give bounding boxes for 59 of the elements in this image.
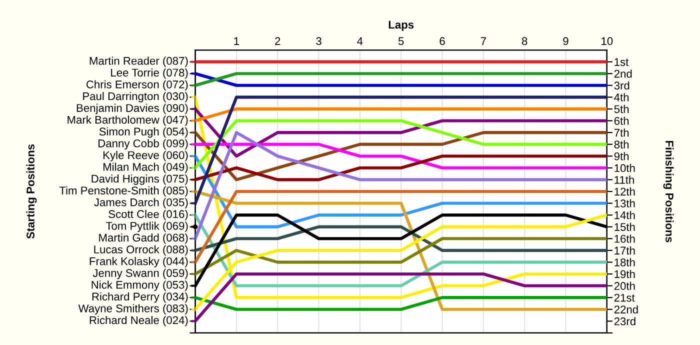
y2-tick-label: 9th [614, 152, 629, 160]
y2-tick-label: 11th [614, 176, 634, 184]
x-tick-label: 1 [234, 37, 240, 45]
y2-tick-label: 22nd [614, 305, 638, 314]
x-tick-label: 4 [357, 37, 363, 45]
y2-tick-label: 5th [614, 104, 629, 114]
y2-tick-label: 15th [614, 222, 635, 231]
y2-axis-title: Finishing Positions [663, 140, 674, 242]
legend-label: Kyle Reeve (060) [103, 150, 188, 162]
legend-label: Martin Gadd (068) [99, 233, 188, 244]
y2-tick-label: 4th [614, 93, 629, 102]
x-axis-title: Laps [388, 20, 414, 31]
y2-tick-label: 23rd [614, 317, 636, 326]
y2-tick-label: 1st [614, 58, 629, 66]
legend-label: Jenny Swann (059) [92, 268, 188, 280]
y2-tick-label: 12th [614, 187, 635, 196]
x-tick-label: 3 [316, 37, 322, 46]
legend-label: Richard Neale (024) [90, 316, 188, 326]
y2-tick-label: 8th [614, 140, 629, 148]
x-tick-label: 5 [398, 37, 404, 46]
y2-tick-label: 10th [614, 164, 635, 172]
y2-tick-label: 13th [614, 199, 635, 208]
y2-tick-label: 6th [614, 116, 629, 125]
x-tick-label: 6 [440, 37, 445, 46]
legend-label: Lee Torrie (078) [111, 68, 188, 79]
y2-tick-label: 17th [614, 246, 635, 255]
legend-label: Paul Darrington (030) [83, 92, 188, 102]
y2-tick-label: 20th [614, 282, 635, 290]
y2-tick-label: 18th [614, 258, 635, 266]
y2-tick-label: 19th [614, 270, 635, 278]
x-tick-label: 10 [602, 37, 613, 46]
legend-label: Danny Cobb (099) [98, 139, 188, 150]
legend-label: Chris Emerson (072) [86, 80, 188, 91]
legend-label: Tim Penstone-Smith (085) [59, 186, 188, 197]
legend-label: Nick Emmony (053) [92, 280, 188, 291]
y2-tick-label: 16th [614, 234, 635, 243]
legend-label: Wayne Smithers (083) [78, 304, 188, 315]
x-tick-label: 9 [563, 37, 568, 46]
legend-label: Frank Kolasky (044) [90, 257, 188, 268]
x-tick-label: 7 [480, 37, 486, 45]
legend-label: Mark Bartholomew (047) [68, 116, 188, 126]
legend-label: Lucas Orrock (088) [94, 245, 188, 256]
y2-tick-label: 2nd [614, 70, 632, 78]
legend-label: Milan Mach (049) [103, 162, 188, 174]
legend-label: Benjamin Davies (090) [76, 104, 188, 114]
y2-tick-label: 7th [614, 128, 629, 137]
legend-label: Martin Reader (087) [90, 56, 188, 67]
legend-label: James Darch (035) [94, 198, 188, 208]
legend-label: David Higgins (075) [92, 174, 188, 185]
y2-tick-label: 21st [614, 294, 635, 302]
legend-label: Richard Perry (034) [92, 292, 188, 303]
legend-label: Simon Pugh (054) [99, 127, 188, 138]
legend-label: Scott Clee (016) [108, 210, 188, 220]
text: Starting Positions [26, 144, 37, 239]
y2-tick-label: 3rd [614, 81, 630, 90]
x-tick-label: 2 [275, 37, 280, 45]
legend-label: Tom Pyttlik (069) [106, 222, 188, 232]
y2-tick-label: 14th [614, 211, 635, 220]
x-tick-label: 8 [522, 37, 528, 46]
